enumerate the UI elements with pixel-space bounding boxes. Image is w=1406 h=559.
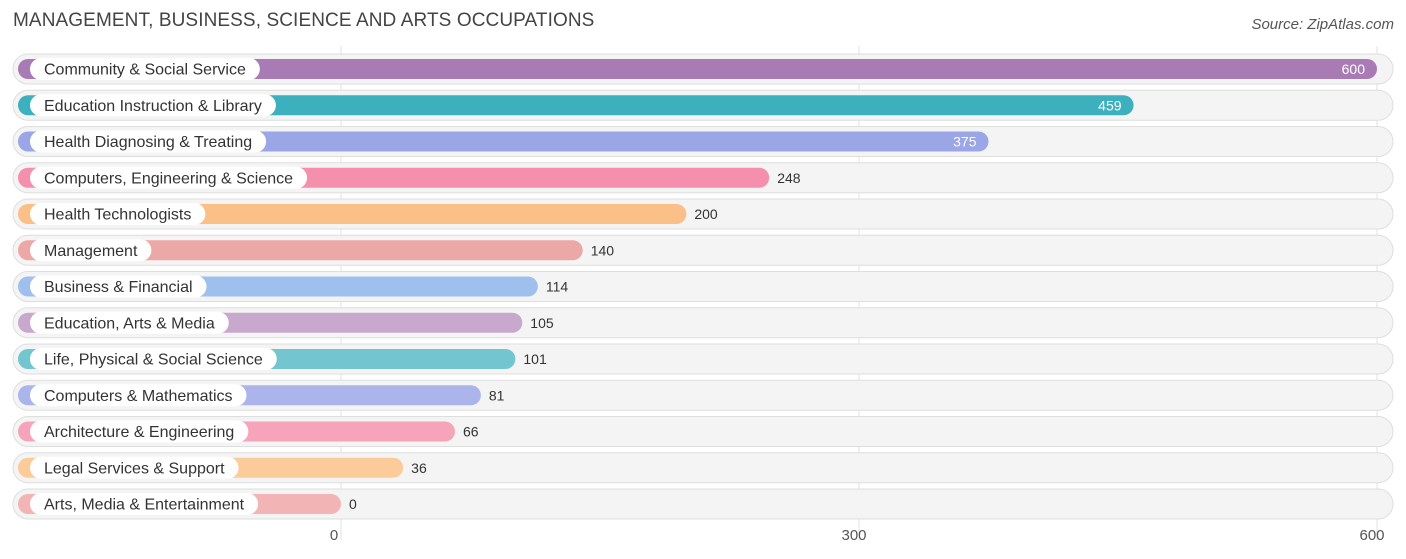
category-label: Legal Services & Support (44, 460, 225, 477)
category-label: Education, Arts & Media (44, 315, 215, 332)
x-tick-label: 300 (841, 527, 866, 544)
chart-source: Source: ZipAtlas.com (1251, 16, 1394, 33)
category-label-pill (30, 348, 277, 370)
category-label-pill (30, 384, 247, 407)
value-label: 0 (349, 496, 357, 512)
bar-row: Life, Physical & Social Science 101 (12, 343, 1394, 375)
bar-row: Education, Arts & Media 105 (12, 307, 1394, 339)
value-label: 600 (1342, 61, 1366, 77)
value-label: 114 (546, 279, 569, 295)
category-label: Business & Financial (44, 279, 193, 296)
category-label: Health Diagnosing & Treating (44, 134, 252, 151)
category-label: Management (44, 243, 138, 260)
row-track (12, 488, 1394, 520)
bar-row: Community & Social Service 600 (12, 53, 1394, 85)
category-label: Architecture & Engineering (44, 424, 234, 441)
bar (18, 240, 583, 261)
category-label-pill (30, 94, 276, 117)
value-label: 105 (530, 315, 554, 331)
bar-row: Business & Financial 114 (12, 271, 1394, 302)
category-label: Community & Social Service (44, 62, 246, 79)
category-label-pill (30, 203, 206, 225)
category-label: Education Instruction & Library (44, 98, 262, 115)
bar (18, 59, 1377, 79)
bar-row: Education Instruction & Library 459 (12, 89, 1394, 121)
x-tick-label: 0 (330, 527, 338, 544)
category-label-pill (30, 239, 152, 262)
value-label: 248 (777, 170, 801, 186)
bar-row: Legal Services & Support 36 (12, 452, 1394, 484)
bar-row: Management 140 (12, 234, 1394, 266)
bar-row: Health Diagnosing & Treating 375 (12, 126, 1394, 157)
category-label-pill (30, 420, 249, 443)
value-label: 200 (694, 206, 718, 222)
category-label-pill (30, 166, 308, 189)
category-label: Arts, Media & Entertainment (44, 497, 245, 514)
value-label: 459 (1098, 97, 1122, 113)
category-label-pill (30, 456, 239, 479)
category-label: Health Technologists (44, 207, 191, 224)
category-label-pill (30, 493, 259, 515)
bar-row: Health Technologists 200 (12, 198, 1394, 230)
value-label: 66 (463, 424, 479, 440)
bar-row: Computers & Mathematics 81 (12, 379, 1394, 411)
value-label: 101 (523, 351, 547, 367)
bar-row: Architecture & Engineering 66 (12, 416, 1394, 447)
x-tick-label: 600 (1359, 527, 1384, 544)
category-label: Computers, Engineering & Science (44, 170, 293, 187)
category-label-pill (30, 58, 260, 80)
bar-row: Computers, Engineering & Science 248 (12, 162, 1394, 194)
value-label: 36 (411, 460, 427, 476)
value-label: 81 (489, 387, 505, 403)
bar-row: Arts, Media & Entertainment 0 (12, 488, 1394, 520)
category-label: Computers & Mathematics (44, 388, 233, 405)
category-label-pill (30, 130, 267, 153)
bar (18, 95, 1134, 116)
category-label-pill (30, 311, 229, 334)
value-label: 375 (953, 134, 977, 150)
chart-title: MANAGEMENT, BUSINESS, SCIENCE AND ARTS O… (13, 10, 595, 31)
category-label-pill (30, 275, 207, 298)
category-label: Life, Physical & Social Science (44, 352, 263, 369)
value-label: 140 (591, 242, 615, 258)
